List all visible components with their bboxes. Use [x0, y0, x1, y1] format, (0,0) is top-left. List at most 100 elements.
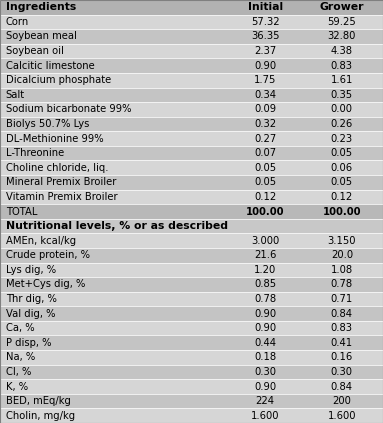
- Text: AMEn, kcal/kg: AMEn, kcal/kg: [6, 236, 76, 246]
- Bar: [0, 248, 383, 263]
- Text: Ca, %: Ca, %: [6, 323, 34, 333]
- Text: Dicalcium phosphate: Dicalcium phosphate: [6, 75, 111, 85]
- Bar: [0, 233, 383, 248]
- Text: 0.05: 0.05: [254, 177, 276, 187]
- Bar: [0, 73, 383, 88]
- Bar: [0, 160, 383, 175]
- Bar: [0, 277, 383, 292]
- Text: 1.600: 1.600: [251, 411, 280, 421]
- Text: 0.07: 0.07: [254, 148, 276, 158]
- Bar: [0, 190, 383, 204]
- Text: 32.80: 32.80: [327, 31, 356, 41]
- Text: 3.150: 3.150: [327, 236, 356, 246]
- Text: 0.30: 0.30: [254, 367, 276, 377]
- Text: Ingredients: Ingredients: [6, 2, 76, 12]
- Text: Cl, %: Cl, %: [6, 367, 31, 377]
- Text: 0.23: 0.23: [331, 134, 353, 143]
- Text: 0.90: 0.90: [254, 60, 276, 71]
- Bar: [0, 263, 383, 277]
- Text: 0.26: 0.26: [331, 119, 353, 129]
- Bar: [0, 321, 383, 335]
- Text: 200: 200: [332, 396, 351, 406]
- Text: Grower: Grower: [319, 2, 364, 12]
- Text: 0.09: 0.09: [254, 104, 276, 114]
- Text: 0.30: 0.30: [331, 367, 353, 377]
- Text: 0.71: 0.71: [331, 294, 353, 304]
- Text: 0.05: 0.05: [331, 148, 353, 158]
- Text: Biolys 50.7% Lys: Biolys 50.7% Lys: [6, 119, 89, 129]
- Bar: [0, 117, 383, 131]
- Bar: [0, 14, 383, 29]
- Bar: [0, 394, 383, 409]
- Text: 0.90: 0.90: [254, 323, 276, 333]
- Text: TOTAL: TOTAL: [6, 206, 37, 217]
- Text: Salt: Salt: [6, 90, 25, 100]
- Text: 0.32: 0.32: [254, 119, 276, 129]
- Bar: [0, 365, 383, 379]
- Text: Val dig, %: Val dig, %: [6, 309, 55, 319]
- Bar: [0, 219, 383, 233]
- Text: Lys dig, %: Lys dig, %: [6, 265, 56, 275]
- Text: 0.83: 0.83: [331, 60, 353, 71]
- Text: Soybean oil: Soybean oil: [6, 46, 64, 56]
- Bar: [0, 131, 383, 146]
- Bar: [0, 204, 383, 219]
- Text: 0.84: 0.84: [331, 309, 353, 319]
- Bar: [0, 350, 383, 365]
- Text: 0.83: 0.83: [331, 323, 353, 333]
- Bar: [0, 58, 383, 73]
- Text: 0.90: 0.90: [254, 309, 276, 319]
- Text: Na, %: Na, %: [6, 352, 35, 363]
- Text: Soybean meal: Soybean meal: [6, 31, 77, 41]
- Text: 0.16: 0.16: [331, 352, 353, 363]
- Text: P disp, %: P disp, %: [6, 338, 51, 348]
- Text: Crude protein, %: Crude protein, %: [6, 250, 90, 260]
- Text: Thr dig, %: Thr dig, %: [6, 294, 57, 304]
- Text: 0.12: 0.12: [254, 192, 277, 202]
- Text: 2.37: 2.37: [254, 46, 277, 56]
- Text: 21.6: 21.6: [254, 250, 277, 260]
- Text: 0.41: 0.41: [331, 338, 353, 348]
- Text: 224: 224: [256, 396, 275, 406]
- Bar: [0, 146, 383, 160]
- Text: K, %: K, %: [6, 382, 28, 392]
- Text: 0.85: 0.85: [254, 280, 276, 289]
- Text: Met+Cys dig, %: Met+Cys dig, %: [6, 280, 85, 289]
- Bar: [0, 409, 383, 423]
- Text: 57.32: 57.32: [251, 17, 280, 27]
- Text: 0.34: 0.34: [254, 90, 276, 100]
- Text: 1.75: 1.75: [254, 75, 277, 85]
- Text: 0.12: 0.12: [331, 192, 353, 202]
- Bar: [0, 88, 383, 102]
- Bar: [0, 175, 383, 190]
- Text: 0.84: 0.84: [331, 382, 353, 392]
- Text: Mineral Premix Broiler: Mineral Premix Broiler: [6, 177, 116, 187]
- Text: 0.18: 0.18: [254, 352, 276, 363]
- Text: 1.61: 1.61: [331, 75, 353, 85]
- Text: 100.00: 100.00: [246, 206, 285, 217]
- Text: Nutritional levels, % or as described: Nutritional levels, % or as described: [6, 221, 228, 231]
- Text: 1.600: 1.600: [327, 411, 356, 421]
- Text: Calcitic limestone: Calcitic limestone: [6, 60, 95, 71]
- Text: BED, mEq/kg: BED, mEq/kg: [6, 396, 70, 406]
- Text: 0.78: 0.78: [254, 294, 276, 304]
- Text: 0.35: 0.35: [331, 90, 353, 100]
- Text: 0.00: 0.00: [331, 104, 353, 114]
- Bar: [0, 335, 383, 350]
- Text: 0.44: 0.44: [254, 338, 276, 348]
- Text: 0.05: 0.05: [254, 163, 276, 173]
- Bar: [0, 292, 383, 306]
- Text: L-Threonine: L-Threonine: [6, 148, 64, 158]
- Text: Vitamin Premix Broiler: Vitamin Premix Broiler: [6, 192, 117, 202]
- Bar: [0, 306, 383, 321]
- Bar: [0, 0, 383, 14]
- Text: 0.05: 0.05: [331, 177, 353, 187]
- Text: 3.000: 3.000: [251, 236, 279, 246]
- Text: 0.27: 0.27: [254, 134, 277, 143]
- Text: 36.35: 36.35: [251, 31, 280, 41]
- Text: 0.06: 0.06: [331, 163, 353, 173]
- Bar: [0, 102, 383, 117]
- Text: Cholin, mg/kg: Cholin, mg/kg: [6, 411, 75, 421]
- Text: 0.90: 0.90: [254, 382, 276, 392]
- Text: 59.25: 59.25: [327, 17, 356, 27]
